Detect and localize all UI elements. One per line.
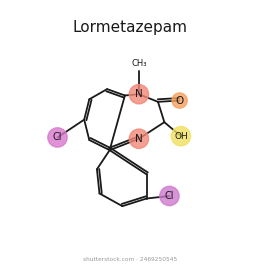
Circle shape: [129, 85, 148, 104]
Circle shape: [48, 128, 67, 147]
Text: CH₃: CH₃: [131, 59, 147, 68]
Text: N: N: [135, 134, 143, 144]
Circle shape: [129, 129, 148, 148]
Circle shape: [160, 186, 179, 206]
Text: N: N: [135, 89, 143, 99]
Text: shutterstock.com · 2469250545: shutterstock.com · 2469250545: [83, 257, 177, 262]
Circle shape: [171, 127, 191, 146]
Text: Cl: Cl: [53, 132, 62, 143]
Text: OH: OH: [174, 132, 188, 141]
Text: Lormetazepam: Lormetazepam: [73, 20, 187, 35]
Circle shape: [172, 93, 187, 108]
Text: Cl: Cl: [165, 191, 174, 201]
Text: O: O: [176, 95, 184, 106]
